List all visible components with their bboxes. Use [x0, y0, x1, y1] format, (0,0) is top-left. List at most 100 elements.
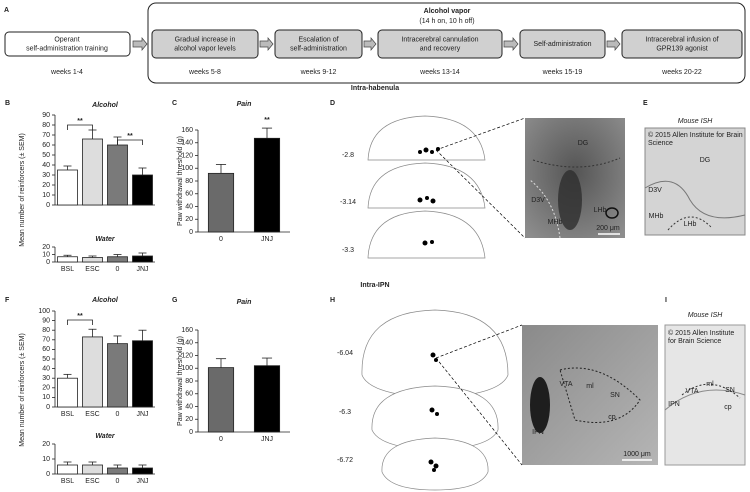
y-tick-label: 20	[42, 441, 50, 448]
bar	[107, 467, 128, 475]
y-tick-label: 140	[181, 140, 193, 147]
bar	[57, 377, 78, 408]
region-label: IPN	[668, 401, 680, 408]
y-tick-label: 140	[181, 340, 193, 347]
chart-title: Alcohol	[91, 102, 119, 109]
bar	[207, 367, 235, 433]
x-tick-label: BSL	[61, 266, 74, 273]
vapor-subtitle: (14 h on, 10 h off)	[419, 18, 474, 25]
atlas-h	[361, 309, 523, 491]
photo-e	[644, 127, 746, 236]
x-tick-label: 0	[116, 266, 120, 273]
x-tick-label: JNJ	[136, 411, 148, 418]
region-label: D3V	[648, 187, 662, 194]
y-tick-label: 50	[42, 356, 50, 363]
ish-title: Mouse ISH	[678, 118, 714, 125]
credit: for Brain Science	[668, 338, 721, 345]
bar	[132, 255, 153, 263]
step-text: GPR139 agonist	[656, 45, 707, 52]
y-tick-label: 20	[42, 182, 50, 189]
step-weeks: weeks 13-14	[419, 69, 460, 76]
step-text: Self-administration	[534, 41, 592, 48]
chart-title: Pain	[237, 299, 252, 306]
panel-letter: D	[330, 100, 335, 107]
significance: **	[77, 118, 83, 125]
chart-title: Water	[95, 236, 116, 243]
y-tick-label: 120	[181, 152, 193, 159]
bar	[107, 144, 128, 206]
y-tick-label: 60	[185, 391, 193, 398]
y-tick-label: 0	[189, 229, 193, 236]
y-tick-label: 30	[42, 375, 50, 382]
region-label: IPN	[532, 429, 544, 436]
y-tick-label: 10	[42, 251, 50, 258]
chart-title: Water	[95, 433, 116, 440]
y-tick-label: 40	[42, 365, 50, 372]
coordinate: -6.72	[337, 457, 353, 464]
y-axis-label: Mean number of reinforcers (± SEM)	[19, 333, 26, 447]
region-label: D3V	[531, 197, 545, 204]
panel-letter: C	[172, 100, 177, 107]
step-text: Intracerebral cannulation	[401, 36, 478, 43]
y-tick-label: 0	[46, 259, 50, 266]
ish-title: Mouse ISH	[688, 312, 724, 319]
sig-bracket	[67, 124, 93, 130]
step-text: Escalation of	[298, 36, 338, 43]
photo-d	[525, 118, 625, 239]
y-tick-label: 40	[185, 403, 193, 410]
scale-label: 1000 μm	[623, 451, 651, 458]
x-tick-label: 0	[116, 411, 120, 418]
section-title: Intra-habenula	[351, 85, 399, 92]
step-text: self-administration training	[26, 45, 108, 52]
step-box	[4, 31, 131, 57]
photo-h	[522, 325, 658, 465]
y-tick-label: 10	[42, 456, 50, 463]
y-tick-label: 20	[42, 244, 50, 251]
arrow	[363, 37, 377, 51]
sig-bracket	[67, 319, 93, 325]
region-label: cp	[724, 404, 732, 411]
panel-letter: E	[643, 100, 648, 107]
region-label: VTA	[685, 388, 698, 395]
sig-bracket	[117, 139, 143, 145]
section-title: Intra-IPN	[360, 282, 389, 289]
arrow	[503, 37, 519, 51]
arrow	[606, 37, 621, 51]
region-label: MHb	[548, 219, 563, 226]
chart-title: Alcohol	[91, 297, 119, 304]
significance: **	[77, 313, 83, 320]
x-tick-label: JNJ	[261, 436, 273, 443]
vapor-title: Alcohol vapor	[424, 8, 471, 15]
coordinate: -6.04	[337, 350, 353, 357]
step-text: alcohol vapor levels	[174, 45, 236, 52]
region-label: ml	[586, 383, 594, 390]
step-text: Gradual increase in	[175, 36, 236, 43]
atlas-d	[367, 115, 526, 259]
y-tick-label: 120	[181, 352, 193, 359]
chart-title: Pain	[237, 101, 252, 108]
panel-letter: B	[5, 100, 10, 107]
step-weeks: weeks 1-4	[50, 69, 83, 76]
y-tick-label: 160	[181, 327, 193, 334]
region-label: DG	[578, 140, 589, 147]
panel-letter: I	[665, 297, 667, 304]
region-label: VTA	[559, 381, 572, 388]
credit: © 2015 Allen Institute	[668, 329, 734, 337]
y-tick-label: 40	[42, 162, 50, 169]
bar	[132, 467, 153, 475]
y-tick-label: 20	[185, 216, 193, 223]
bar	[57, 464, 78, 475]
bar	[107, 343, 128, 408]
x-tick-label: BSL	[61, 478, 74, 485]
credit: © 2015 Allen Institute for Brain	[648, 131, 743, 139]
significance: **	[127, 133, 133, 140]
y-axis-label: Paw withdrawal threshold (g)	[177, 136, 184, 226]
y-axis-label: Paw withdrawal threshold (g)	[177, 336, 184, 426]
panel-letter: A	[4, 7, 9, 14]
scale-label: 200 μm	[596, 225, 620, 232]
bar	[253, 137, 281, 233]
bar	[57, 169, 78, 206]
bar	[253, 365, 281, 433]
panel-letter: H	[330, 297, 335, 304]
